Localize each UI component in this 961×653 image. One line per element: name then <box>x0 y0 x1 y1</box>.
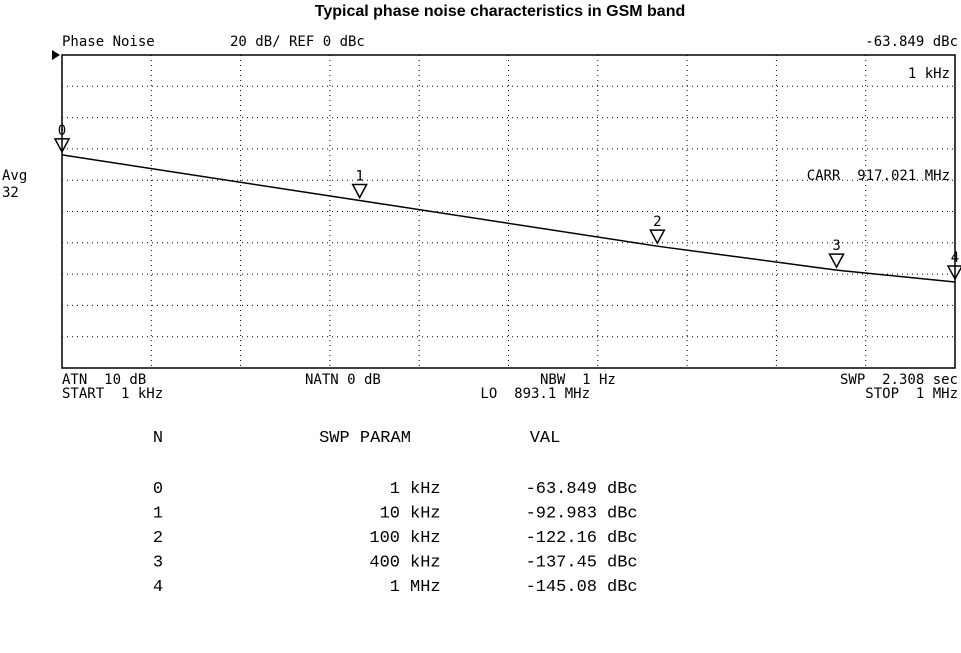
natn: NATN 0 dB <box>305 372 381 388</box>
table-cell: kHz <box>410 529 441 548</box>
table-cell: dBc <box>607 554 638 573</box>
marker <box>946 265 961 281</box>
table-cell: 10 <box>380 505 400 524</box>
marker-label: 0 <box>58 123 66 139</box>
table-cell: -92.983 <box>526 505 597 524</box>
table-cell: kHz <box>410 505 441 524</box>
lo: LO 893.1 MHz <box>480 386 590 402</box>
table-header: N <box>153 429 163 448</box>
marker <box>649 229 666 245</box>
table-cell: MHz <box>410 578 441 597</box>
plot-frame <box>61 54 956 369</box>
marker-label: 2 <box>653 214 661 230</box>
table-cell: 400 <box>369 554 400 573</box>
table-cell: -145.08 <box>526 578 597 597</box>
table-header: VAL <box>530 429 561 448</box>
table-cell: 2 <box>153 529 163 548</box>
table-cell: dBc <box>607 578 638 597</box>
start: START 1 kHz <box>62 386 163 402</box>
marker-freq: 1 kHz <box>908 66 950 82</box>
table-cell: dBc <box>607 505 638 524</box>
avg-count: 32 <box>2 185 19 201</box>
marker <box>351 183 368 200</box>
nbw: NBW 1 Hz <box>540 372 616 388</box>
table-cell: -137.45 <box>526 554 597 573</box>
title: Typical phase noise characteristics in G… <box>315 3 686 20</box>
atn: ATN 10 dB <box>62 372 146 388</box>
stop: STOP 1 MHz <box>865 386 958 402</box>
marker <box>53 138 71 154</box>
scale: 20 dB/ REF 0 dBc <box>230 34 365 50</box>
table-cell: kHz <box>410 554 441 573</box>
table-cell: -63.849 <box>526 480 597 499</box>
table-cell: 4 <box>153 578 163 597</box>
table-cell: kHz <box>410 480 441 499</box>
table-cell: 0 <box>153 480 163 499</box>
carrier: CARR 917.021 MHz <box>807 168 950 184</box>
table-cell: 100 <box>369 529 400 548</box>
table-cell: dBc <box>607 480 638 499</box>
trace <box>61 154 956 283</box>
table-cell: dBc <box>607 529 638 548</box>
ref-pointer <box>52 50 60 60</box>
table-cell: -122.16 <box>526 529 597 548</box>
marker-label: 3 <box>832 238 840 254</box>
readout: -63.849 dBc <box>865 34 958 50</box>
table-cell: 3 <box>153 554 163 573</box>
table-cell: 1 <box>153 505 163 524</box>
marker <box>828 253 845 269</box>
marker-label: 4 <box>951 250 959 266</box>
sweep-time: SWP 2.308 sec <box>840 372 958 388</box>
table-cell: 1 <box>390 578 400 597</box>
marker-label: 1 <box>355 169 363 185</box>
table-cell: 1 <box>390 480 400 499</box>
mode: Phase Noise <box>62 34 155 50</box>
table-header: SWP PARAM <box>319 429 411 448</box>
avg: Avg <box>2 168 27 184</box>
